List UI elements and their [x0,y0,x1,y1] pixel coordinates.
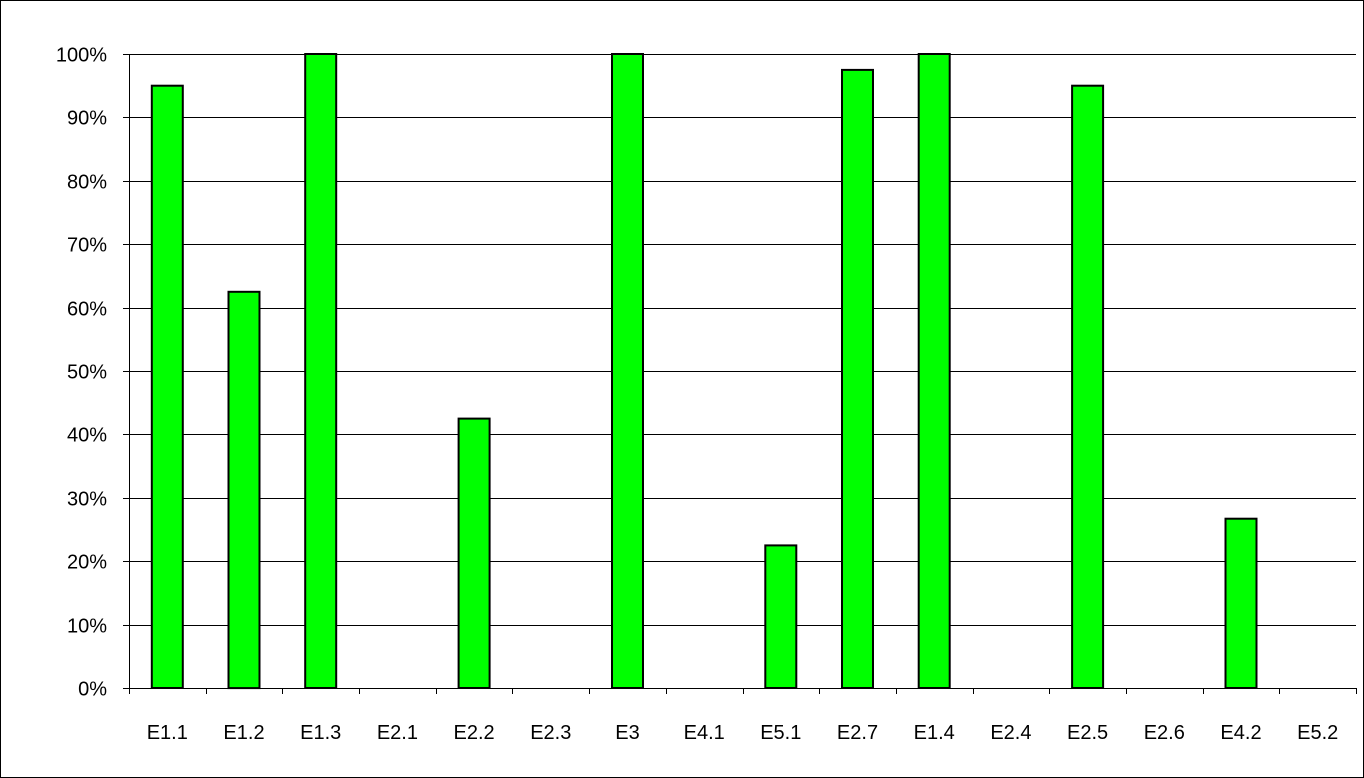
x-tick-label: E1.4 [914,722,955,744]
axes [123,54,1357,694]
bar-e1-3 [304,53,338,689]
x-tick-label: E4.2 [1220,722,1261,744]
tick-labels: 0% 10% 20% 30% 40% 50% 60% 70% 80% 90% 100% E1.1 E1.… [56,45,1338,745]
bar-e2-5 [1071,84,1105,689]
x-tick-label: E2.2 [454,722,495,744]
bar-e3 [611,53,644,689]
x-tick-label: E2.3 [530,722,571,744]
y-tick-label: 70% [67,235,107,257]
y-tick-label: 100% [56,45,107,67]
x-tick-label: E5.1 [760,722,801,744]
x-tick-label: E1.2 [223,722,264,744]
bar-e4-2 [1224,517,1258,690]
y-tick-label: 60% [67,299,107,321]
x-tick-label: E2.6 [1144,722,1185,744]
x-tick-label: E1.3 [300,722,341,744]
x-tick-label: E3 [615,722,639,744]
x-tick-label: E2.4 [990,722,1031,744]
x-tick-label: E1.1 [147,722,188,744]
y-tick-label: 0% [78,679,107,701]
bar-e1-1 [150,84,184,689]
y-tick-label: 10% [67,616,107,638]
y-tick-label: 30% [67,489,107,511]
bar-e1-4 [917,53,951,689]
x-tick-label: E4.1 [684,722,725,744]
y-tick-label: 90% [67,108,107,130]
x-tick-label: E2.5 [1067,722,1108,744]
bar-e5-1 [764,544,798,690]
y-tick-label: 80% [67,172,107,194]
bar-e2-7 [841,68,874,689]
y-tick-label: 50% [67,362,107,384]
x-tick-label: E2.1 [377,722,418,744]
y-tick-label: 40% [67,425,107,447]
bar-e1-2 [227,290,261,690]
y-tick-label: 20% [67,552,107,574]
x-tick-label: E2.7 [837,722,878,744]
bar-e2-2 [457,417,491,689]
x-tick-label: E5.2 [1297,722,1338,744]
